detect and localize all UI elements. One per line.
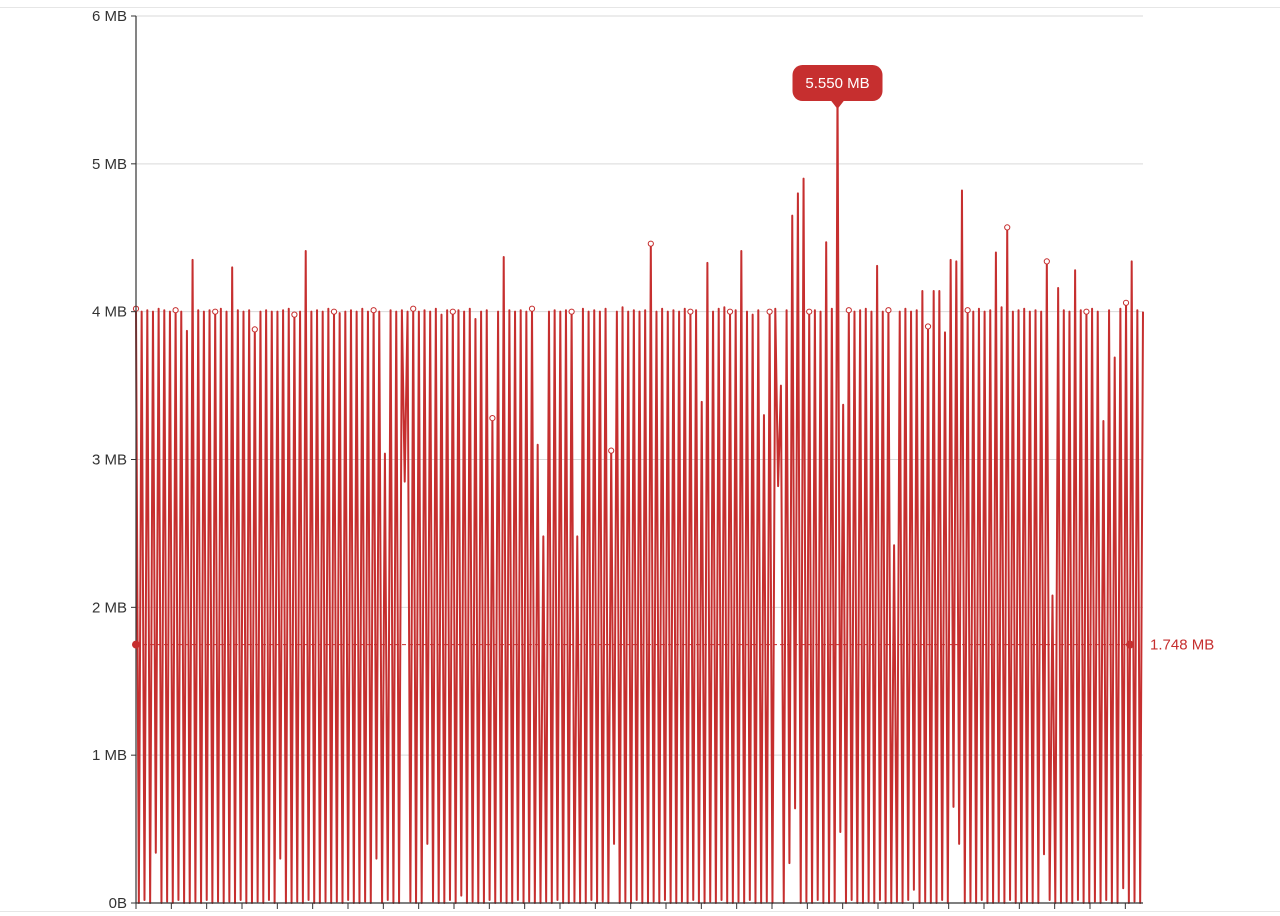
- data-point: [845, 307, 852, 314]
- tick-labels: 0B 1 MB 2 MB 3 MB 4 MB 5 MB 6 MB: [92, 8, 127, 912]
- top-border: [0, 7, 1280, 8]
- y-tick-label: 1 MB: [92, 747, 127, 764]
- data-point: [449, 308, 456, 315]
- data-point: [1083, 308, 1090, 315]
- y-tick-label: 2 MB: [92, 599, 127, 616]
- series-layer: [132, 81, 1144, 904]
- y-tick-label: 3 MB: [92, 452, 127, 469]
- data-point: [251, 326, 258, 333]
- average-label: 1.748 MB: [1150, 637, 1214, 654]
- average-end-dot: [1126, 640, 1134, 649]
- data-point: [766, 308, 773, 315]
- annotations: 1.748 MB 5.550 MB: [132, 65, 1214, 654]
- data-point: [370, 307, 377, 314]
- y-tick-label: 5 MB: [92, 156, 127, 173]
- max-bubble: [792, 65, 883, 101]
- data-point: [1043, 258, 1050, 265]
- data-point: [568, 308, 575, 315]
- data-point: [885, 307, 892, 314]
- data-point: [410, 305, 417, 312]
- data-point: [924, 323, 932, 330]
- data-point: [806, 308, 813, 315]
- axes: [131, 15, 1143, 909]
- data-point: [608, 447, 615, 454]
- data-point: [291, 311, 298, 318]
- data-point: [726, 308, 734, 315]
- series-line: [135, 81, 1144, 904]
- y-tick-label: 6 MB: [92, 8, 127, 25]
- y-tick-label: 0B: [109, 895, 127, 912]
- data-point: [172, 307, 179, 314]
- max-bubble-pointer: [830, 100, 845, 109]
- bottom-border: [0, 911, 1280, 912]
- data-point: [212, 308, 219, 315]
- data-point: [1122, 299, 1130, 306]
- data-point: [528, 305, 536, 312]
- data-point: [489, 415, 496, 422]
- average-start-dot: [132, 640, 140, 649]
- data-point: [964, 307, 971, 314]
- y-tick-label: 4 MB: [92, 304, 127, 321]
- data-point: [1004, 224, 1011, 231]
- max-label: 5.550 MB: [805, 75, 869, 92]
- data-point: [687, 308, 694, 315]
- data-point: [647, 240, 654, 247]
- data-point: [330, 308, 338, 315]
